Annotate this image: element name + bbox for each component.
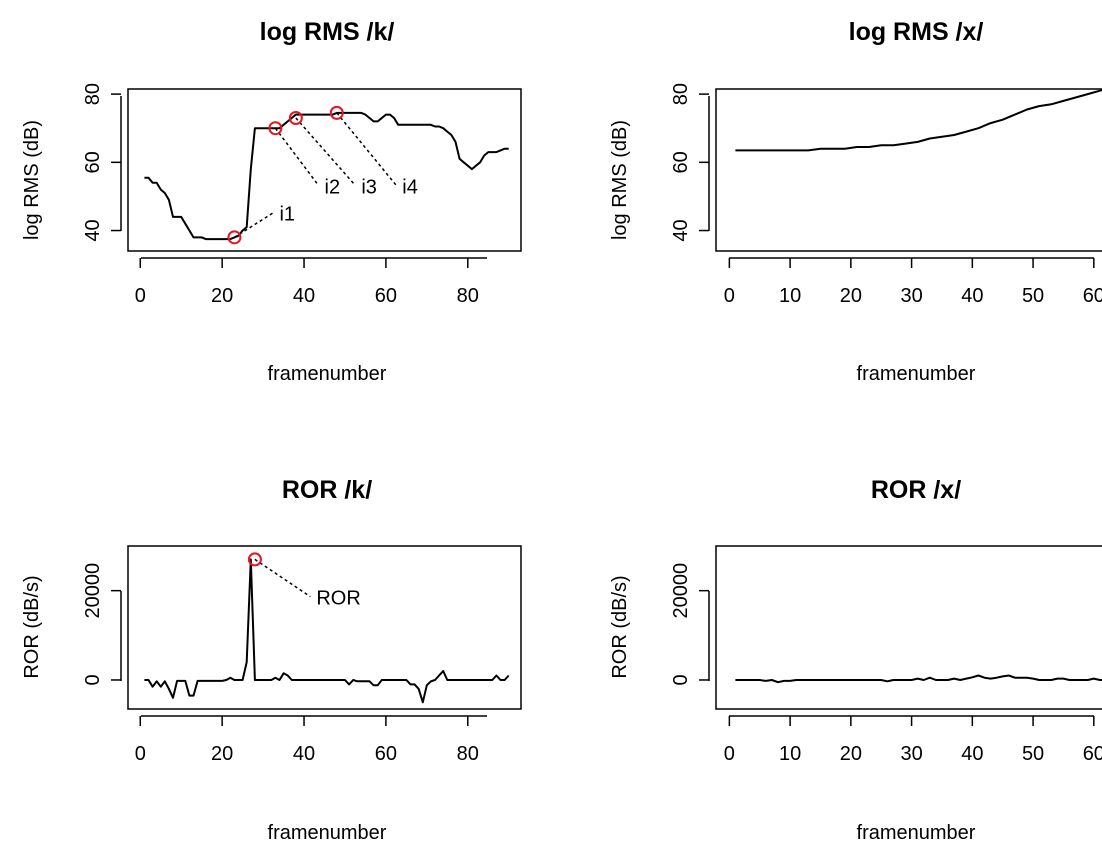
chart-title: ROR /x/: [871, 476, 961, 504]
x-tick-label: 10: [779, 743, 801, 765]
y-tick-label: 60: [670, 151, 692, 173]
y-ticks: 40 60 80: [670, 83, 709, 242]
x-tick-label: 60: [1083, 285, 1102, 307]
annotation-leader: [336, 112, 397, 186]
y-ticks: 40 60 80: [82, 83, 121, 242]
series-line: [735, 89, 1102, 152]
annotation-marker: [227, 230, 242, 245]
y-axis-label: ROR (dB/s): [21, 575, 43, 678]
annotation-leader: [254, 558, 311, 598]
x-tick-label: 40: [961, 285, 983, 307]
chart-title: log RMS /k/: [260, 18, 395, 46]
y-tick-label: 40: [670, 219, 692, 241]
x-axis-label: framenumber: [268, 822, 387, 841]
y-tick-label: 0: [82, 674, 104, 685]
y-axis-label: log RMS (dB): [609, 120, 631, 240]
x-ticks: 0 20 40 60 80: [135, 258, 479, 307]
x-tick-label: 60: [375, 743, 397, 765]
x-tick-label: 60: [1083, 743, 1102, 765]
x-axis-label: framenumber: [857, 363, 976, 385]
annotation-marker: [329, 105, 344, 120]
x-tick-label: 40: [293, 285, 315, 307]
panel-ror-x: ROR /x/ framenumber ROR (dB/s) 0 10 20 30 40…: [609, 476, 1102, 841]
annotation-label: i2: [325, 176, 341, 198]
y-tick-label: 80: [82, 83, 104, 105]
x-tick-label: 40: [293, 743, 315, 765]
y-tick-label: 0: [670, 674, 692, 685]
annotation-label: i3: [361, 176, 377, 198]
x-tick-label: 0: [135, 285, 146, 307]
x-tick-label: 30: [900, 743, 922, 765]
x-tick-label: 40: [961, 743, 983, 765]
chart-title: log RMS /x/: [849, 18, 984, 46]
series-line: [144, 558, 510, 704]
x-tick-label: 20: [840, 285, 862, 307]
x-tick-label: 60: [375, 285, 397, 307]
annotation-label: i1: [279, 204, 295, 226]
panel-ror-k: ROR /k/ framenumber ROR (dB/s) 0 20 40 60 80…: [21, 476, 522, 841]
x-ticks: 0 10 20 30 40 50 60: [724, 716, 1102, 765]
x-tick-label: 0: [724, 743, 735, 765]
annotation-marker: [288, 110, 303, 125]
y-tick-label: 40: [82, 219, 104, 241]
x-axis-label: framenumber: [857, 822, 976, 841]
x-ticks: 0 20 40 60 80: [135, 716, 479, 765]
panel-log-rms-k: log RMS /k/ framenumber log RMS (dB) 0 20…: [21, 18, 522, 385]
x-axis-label: framenumber: [268, 363, 387, 385]
series-line: [144, 111, 509, 241]
annotation-marker: [247, 552, 262, 567]
y-axis-label: log RMS (dB): [21, 120, 43, 240]
x-tick-label: 50: [1022, 743, 1044, 765]
annotations: ROR: [247, 552, 361, 610]
annotation-label: i4: [402, 176, 418, 198]
x-tick-label: 10: [779, 285, 801, 307]
plot-frame: [127, 88, 522, 252]
y-ticks: 0 20000: [82, 563, 121, 686]
annotation-leader: [234, 212, 274, 238]
annotations: i1 i2 i3 i4: [227, 105, 418, 245]
x-tick-label: 20: [211, 743, 233, 765]
series-line: [735, 674, 1102, 684]
annotation-label: ROR: [316, 588, 360, 610]
annotation-marker: [268, 121, 283, 136]
panel-log-rms-x: log RMS /x/ framenumber log RMS (dB) 0 10…: [609, 18, 1102, 385]
x-tick-label: 0: [724, 285, 735, 307]
x-tick-label: 50: [1022, 285, 1044, 307]
chart-title: ROR /k/: [282, 476, 372, 504]
y-axis-label: ROR (dB/s): [609, 575, 631, 678]
x-tick-label: 80: [457, 285, 479, 307]
y-ticks: 0 20000: [670, 563, 709, 686]
x-tick-label: 80: [457, 743, 479, 765]
y-tick-label: 60: [82, 151, 104, 173]
x-ticks: 0 10 20 30 40 50 60: [724, 258, 1102, 307]
x-tick-label: 20: [840, 743, 862, 765]
y-tick-label: 20000: [670, 563, 692, 619]
x-tick-label: 0: [135, 743, 146, 765]
plot-frame: [715, 545, 1102, 710]
y-tick-label: 20000: [82, 563, 104, 619]
x-tick-label: 20: [211, 285, 233, 307]
annotation-leader: [295, 117, 356, 186]
y-tick-label: 80: [670, 83, 692, 105]
plot-frame: [127, 545, 522, 710]
x-tick-label: 30: [900, 285, 922, 307]
plot-frame: [715, 88, 1102, 252]
